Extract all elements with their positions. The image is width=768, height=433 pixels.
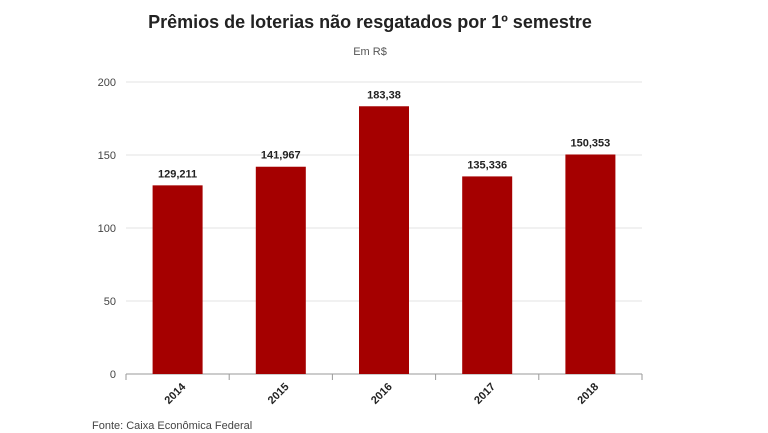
bar xyxy=(565,154,616,374)
source-note: Fonte: Caixa Econômica Federal xyxy=(92,420,253,432)
bar-value-label: 141,967 xyxy=(261,150,301,162)
y-tick-label: 100 xyxy=(98,223,116,235)
bar xyxy=(359,106,409,374)
y-tick-label: 0 xyxy=(110,369,116,381)
y-tick-label: 200 xyxy=(98,77,116,89)
x-tick-label: 2014 xyxy=(163,380,189,406)
bar-value-label: 183,38 xyxy=(367,89,401,101)
y-tick-label: 50 xyxy=(104,296,116,308)
bar xyxy=(462,176,513,374)
chart-title: Prêmios de loterias não resgatados por 1… xyxy=(148,12,592,32)
bar-value-label: 150,353 xyxy=(571,137,611,149)
x-tick-label: 2016 xyxy=(369,381,395,407)
bar xyxy=(255,166,306,374)
bar-value-label: 129,211 xyxy=(158,168,197,180)
x-tick-label: 2017 xyxy=(472,381,498,407)
y-tick-label: 150 xyxy=(98,150,116,162)
bar xyxy=(152,185,203,374)
x-tick-label: 2018 xyxy=(575,381,601,407)
chart-subtitle: Em R$ xyxy=(353,46,387,58)
bar-value-label: 135,336 xyxy=(467,159,507,171)
x-tick-label: 2015 xyxy=(266,381,292,407)
